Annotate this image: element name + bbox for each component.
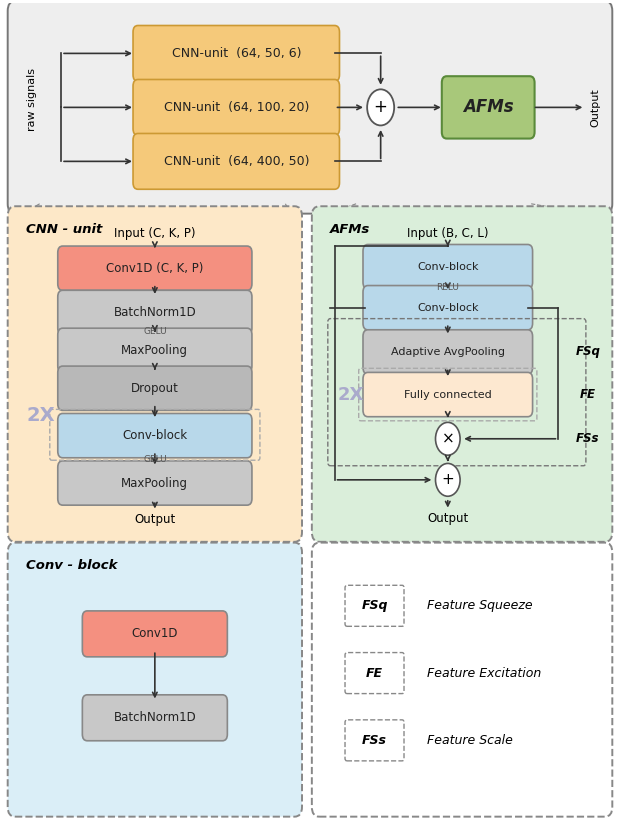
FancyBboxPatch shape	[7, 1, 613, 214]
Text: CNN-unit  (64, 100, 20): CNN-unit (64, 100, 20)	[164, 101, 309, 114]
Text: CNN-unit  (64, 400, 50): CNN-unit (64, 400, 50)	[164, 154, 309, 168]
FancyBboxPatch shape	[345, 653, 404, 694]
FancyBboxPatch shape	[82, 611, 228, 657]
Text: RELU: RELU	[436, 282, 459, 292]
Text: Dropout: Dropout	[131, 382, 179, 395]
Text: FSs: FSs	[362, 733, 387, 747]
FancyBboxPatch shape	[345, 719, 404, 761]
Text: Fully connected: Fully connected	[404, 390, 492, 400]
Text: Feature Scale: Feature Scale	[427, 733, 513, 747]
Text: AFMs: AFMs	[330, 223, 371, 235]
Text: MaxPooling: MaxPooling	[122, 477, 188, 490]
FancyBboxPatch shape	[58, 328, 252, 373]
Text: 2X: 2X	[338, 386, 365, 404]
Text: BatchNorm1D: BatchNorm1D	[113, 711, 196, 724]
FancyBboxPatch shape	[58, 246, 252, 291]
Text: Output: Output	[134, 513, 175, 526]
Circle shape	[367, 89, 394, 126]
Text: Input (B, C, L): Input (B, C, L)	[407, 227, 489, 240]
Text: CNN-unit  (64, 50, 6): CNN-unit (64, 50, 6)	[172, 47, 301, 60]
Text: FE: FE	[580, 388, 596, 401]
FancyBboxPatch shape	[7, 543, 302, 817]
FancyBboxPatch shape	[363, 286, 533, 330]
Text: AFMs: AFMs	[463, 98, 513, 116]
Text: FSq: FSq	[361, 600, 388, 612]
FancyBboxPatch shape	[312, 206, 613, 542]
Text: Output: Output	[427, 512, 469, 525]
Text: GELU: GELU	[143, 455, 167, 464]
Text: MaxPooling: MaxPooling	[122, 344, 188, 357]
Text: Output: Output	[591, 88, 601, 126]
Circle shape	[435, 422, 460, 455]
Text: +: +	[441, 472, 454, 487]
FancyBboxPatch shape	[82, 695, 228, 741]
Text: Input (C, K, P): Input (C, K, P)	[114, 227, 195, 240]
Text: Conv-block: Conv-block	[122, 430, 187, 442]
FancyBboxPatch shape	[442, 76, 534, 139]
Text: Conv - block: Conv - block	[26, 559, 118, 572]
FancyBboxPatch shape	[58, 414, 252, 458]
FancyBboxPatch shape	[58, 366, 252, 411]
Text: Conv-block: Conv-block	[417, 302, 479, 313]
Text: raw signals: raw signals	[27, 68, 37, 131]
FancyBboxPatch shape	[133, 79, 340, 135]
Text: FE: FE	[366, 667, 383, 680]
Text: FSq: FSq	[575, 345, 600, 358]
FancyBboxPatch shape	[133, 134, 340, 189]
FancyBboxPatch shape	[363, 330, 533, 374]
Text: Conv-block: Conv-block	[417, 262, 479, 272]
FancyBboxPatch shape	[58, 290, 252, 335]
FancyBboxPatch shape	[363, 373, 533, 416]
FancyBboxPatch shape	[312, 543, 613, 817]
Text: ×: ×	[441, 431, 454, 446]
Text: Conv1D (C, K, P): Conv1D (C, K, P)	[106, 262, 203, 275]
Text: +: +	[374, 98, 388, 116]
Circle shape	[435, 463, 460, 496]
Text: Adaptive AvgPooling: Adaptive AvgPooling	[391, 347, 505, 357]
FancyBboxPatch shape	[345, 586, 404, 626]
FancyBboxPatch shape	[58, 461, 252, 506]
Text: BatchNorm1D: BatchNorm1D	[113, 306, 196, 319]
Text: Feature Excitation: Feature Excitation	[427, 667, 541, 680]
Text: GELU: GELU	[143, 327, 167, 336]
Text: Conv1D: Conv1D	[131, 628, 178, 640]
Text: Feature Squeeze: Feature Squeeze	[427, 600, 533, 612]
Text: FSs: FSs	[576, 432, 600, 445]
FancyBboxPatch shape	[7, 206, 302, 542]
Text: CNN - unit: CNN - unit	[26, 223, 102, 235]
FancyBboxPatch shape	[363, 244, 533, 289]
Text: 2X: 2X	[27, 406, 55, 425]
FancyBboxPatch shape	[133, 26, 340, 81]
